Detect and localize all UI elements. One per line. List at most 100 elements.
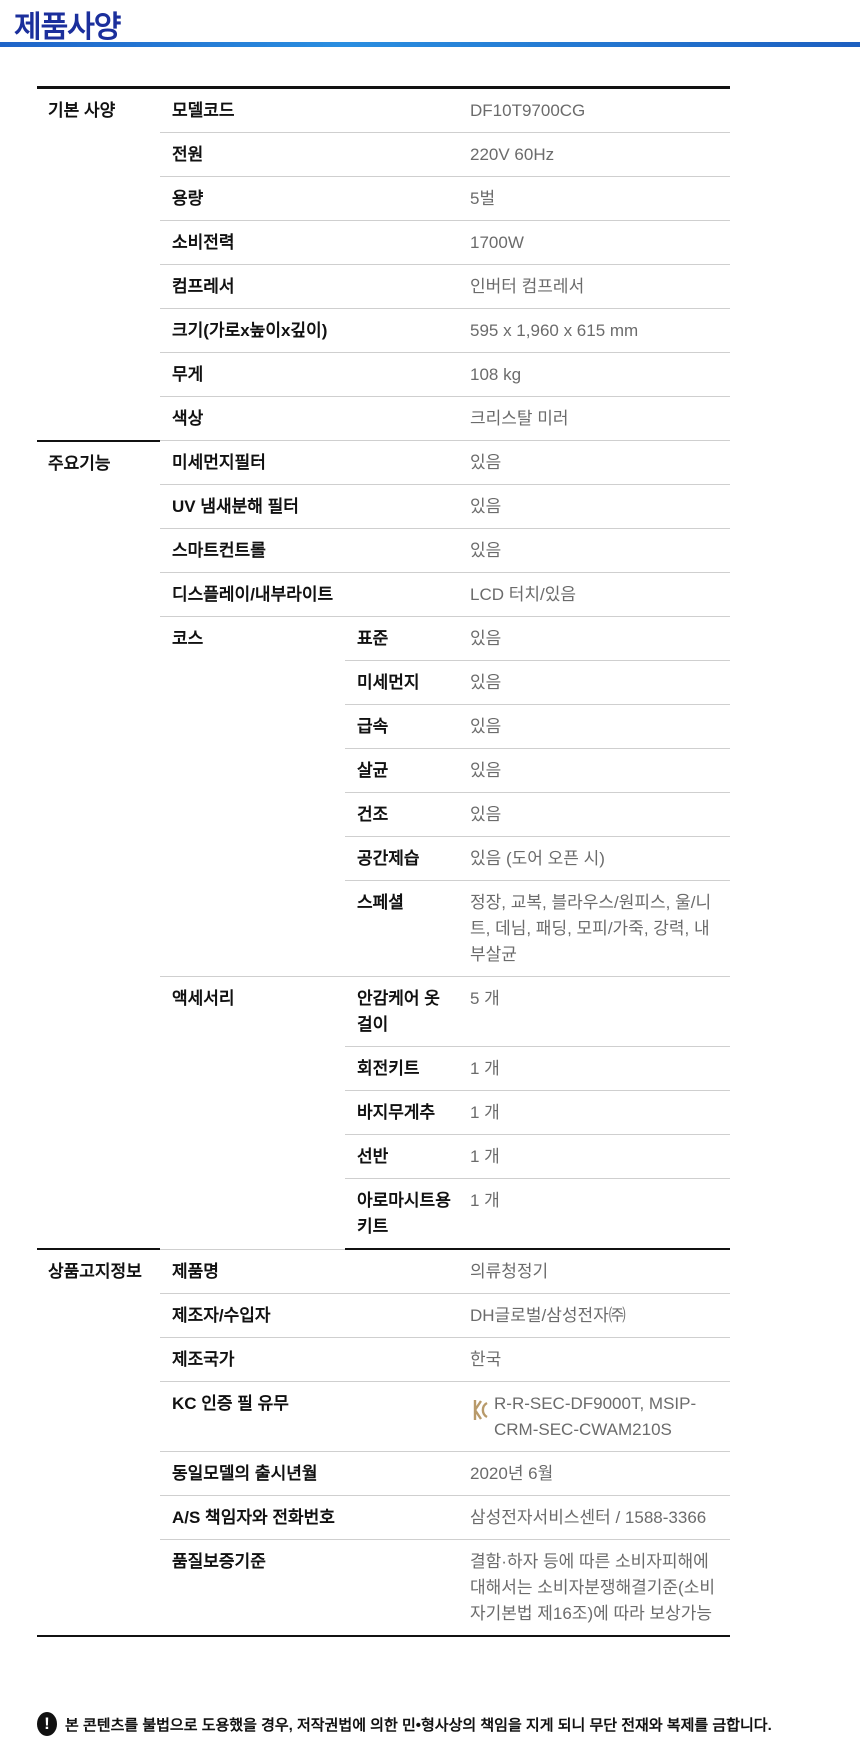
group-label-accessory: 액세서리 bbox=[160, 976, 345, 1250]
spec-value: 있음 bbox=[460, 792, 730, 837]
spec-value: 108 kg bbox=[460, 352, 730, 397]
section-label-notice: 상품고지정보 bbox=[37, 1249, 160, 1637]
table-row: 무게 108 kg bbox=[37, 352, 730, 397]
spec-value: 있음 (도어 오픈 시) bbox=[460, 836, 730, 881]
section-label-features: 주요기능 bbox=[37, 440, 160, 1250]
table-row: KC 인증 필 유무 R-R-SEC-DF9000T, MSIP-CRM-SEC-… bbox=[37, 1381, 730, 1452]
table-row: 건조 있음 bbox=[37, 792, 730, 837]
table-row: 미세먼지 있음 bbox=[37, 660, 730, 705]
spec-value: 있음 bbox=[460, 484, 730, 529]
group-label-course: 코스 bbox=[160, 616, 345, 977]
copyright-notice-text: 본 콘텐츠를 불법으로 도용했을 경우, 저작권법에 의한 민•형사상의 책임을… bbox=[65, 1716, 772, 1734]
table-row: 용량 5벌 bbox=[37, 176, 730, 221]
spec-table: 기본 사양 모델코드 DF10T9700CG 전원 220V 60Hz 용량 5벌 소비전력 1… bbox=[37, 86, 730, 1637]
spec-value: 정장, 교복, 블라우스/원피스, 울/니트, 데님, 패딩, 모피/가죽, 강… bbox=[460, 880, 730, 977]
table-row: 크기(가로x높이x깊이) 595 x 1,960 x 615 mm bbox=[37, 308, 730, 353]
table-row: 제조자/수입자 DH글로벌/삼성전자㈜ bbox=[37, 1293, 730, 1338]
spec-label: 용량 bbox=[160, 176, 460, 221]
spec-label: 제품명 bbox=[160, 1249, 460, 1294]
spec-value: 1 개 bbox=[460, 1178, 730, 1250]
spec-value: 크리스탈 미러 bbox=[460, 396, 730, 441]
kc-mark-icon bbox=[473, 1400, 488, 1420]
spec-sublabel: 회전키트 bbox=[345, 1046, 460, 1091]
table-row: 상품고지정보 제품명 의류청정기 bbox=[37, 1249, 730, 1637]
spec-value: 595 x 1,960 x 615 mm bbox=[460, 308, 730, 353]
spec-sublabel: 스페셜 bbox=[345, 880, 460, 977]
spec-value: 220V 60Hz bbox=[460, 132, 730, 177]
spec-label: 무게 bbox=[160, 352, 460, 397]
table-row: UV 냄새분해 필터 있음 bbox=[37, 484, 730, 529]
spec-value: 있음 bbox=[460, 616, 730, 661]
spec-label: 전원 bbox=[160, 132, 460, 177]
spec-sublabel: 아로마시트용 키트 bbox=[345, 1178, 460, 1250]
table-row: 제조국가 한국 bbox=[37, 1337, 730, 1382]
spec-value: 1 개 bbox=[460, 1046, 730, 1091]
table-row: 스마트컨트롤 있음 bbox=[37, 528, 730, 573]
spec-value: 1 개 bbox=[460, 1090, 730, 1135]
spec-sublabel: 급속 bbox=[345, 704, 460, 749]
copyright-notice: ! 본 콘텐츠를 불법으로 도용했을 경우, 저작권법에 의한 민•형사상의 책… bbox=[37, 1712, 772, 1736]
spec-value: 삼성전자서비스센터 / 1588-3366 bbox=[460, 1495, 730, 1540]
table-row: 동일모델의 출시년월 2020년 6월 bbox=[37, 1451, 730, 1496]
spec-value: 있음 bbox=[460, 528, 730, 573]
spec-sublabel: 선반 bbox=[345, 1134, 460, 1179]
spec-sublabel: 살균 bbox=[345, 748, 460, 793]
spec-label: 품질보증기준 bbox=[160, 1539, 460, 1637]
spec-label: 제조국가 bbox=[160, 1337, 460, 1382]
spec-value: LCD 터치/있음 bbox=[460, 572, 730, 617]
table-row: 코스 표준 있음 bbox=[37, 616, 730, 977]
page-title: 제품사양 bbox=[14, 11, 121, 44]
spec-value: 5벌 bbox=[460, 176, 730, 221]
section-label-basic: 기본 사양 bbox=[37, 87, 160, 442]
spec-label: 미세먼지필터 bbox=[160, 440, 460, 485]
table-row: 급속 있음 bbox=[37, 704, 730, 749]
table-row: 살균 있음 bbox=[37, 748, 730, 793]
spec-value: DF10T9700CG bbox=[460, 87, 730, 133]
spec-value-text: R-R-SEC-DF9000T, MSIP-CRM-SEC-CWAM210S bbox=[494, 1394, 697, 1439]
spec-value: 5 개 bbox=[460, 976, 730, 1047]
table-row: 전원 220V 60Hz bbox=[37, 132, 730, 177]
spec-label: 크기(가로x높이x깊이) bbox=[160, 308, 460, 353]
exclamation-icon: ! bbox=[37, 1712, 57, 1736]
table-row: 선반 1 개 bbox=[37, 1134, 730, 1179]
spec-value: 1 개 bbox=[460, 1134, 730, 1179]
table-row: 컴프레서 인버터 컴프레서 bbox=[37, 264, 730, 309]
spec-label: 모델코드 bbox=[160, 87, 460, 133]
title-divider bbox=[0, 42, 860, 47]
table-row: 회전키트 1 개 bbox=[37, 1046, 730, 1091]
spec-sublabel: 건조 bbox=[345, 792, 460, 837]
spec-label: 디스플레이/내부라이트 bbox=[160, 572, 460, 617]
spec-label: 색상 bbox=[160, 396, 460, 441]
spec-value: 결함·하자 등에 따른 소비자피해에 대해서는 소비자분쟁해결기준(소비자기본법… bbox=[460, 1539, 730, 1637]
spec-label: KC 인증 필 유무 bbox=[160, 1381, 460, 1452]
spec-value: 있음 bbox=[460, 748, 730, 793]
spec-sublabel: 안감케어 옷걸이 bbox=[345, 976, 460, 1047]
spec-value: 2020년 6월 bbox=[460, 1451, 730, 1496]
table-row: 품질보증기준 결함·하자 등에 따른 소비자피해에 대해서는 소비자분쟁해결기준(… bbox=[37, 1539, 730, 1637]
table-row: A/S 책임자와 전화번호 삼성전자서비스센터 / 1588-3366 bbox=[37, 1495, 730, 1540]
spec-value: 있음 bbox=[460, 704, 730, 749]
table-row: 기본 사양 모델코드 DF10T9700CG bbox=[37, 87, 730, 442]
spec-label: 소비전력 bbox=[160, 220, 460, 265]
spec-value: 의류청정기 bbox=[460, 1249, 730, 1294]
spec-sublabel: 표준 bbox=[345, 616, 460, 661]
spec-value: 있음 bbox=[460, 660, 730, 705]
spec-value: 있음 bbox=[460, 440, 730, 485]
table-row: 아로마시트용 키트 1 개 bbox=[37, 1178, 730, 1250]
spec-value: 인버터 컴프레서 bbox=[460, 264, 730, 309]
table-row: 디스플레이/내부라이트 LCD 터치/있음 bbox=[37, 572, 730, 617]
table-row: 스페셜 정장, 교복, 블라우스/원피스, 울/니트, 데님, 패딩, 모피/가죽… bbox=[37, 880, 730, 977]
spec-value: R-R-SEC-DF9000T, MSIP-CRM-SEC-CWAM210S bbox=[460, 1381, 730, 1452]
spec-label: 제조자/수입자 bbox=[160, 1293, 460, 1338]
table-row: 액세서리 안감케어 옷걸이 5 개 bbox=[37, 976, 730, 1250]
spec-sublabel: 미세먼지 bbox=[345, 660, 460, 705]
spec-sublabel: 공간제습 bbox=[345, 836, 460, 881]
table-row: 색상 크리스탈 미러 bbox=[37, 396, 730, 441]
spec-label: 컴프레서 bbox=[160, 264, 460, 309]
table-row: 공간제습 있음 (도어 오픈 시) bbox=[37, 836, 730, 881]
table-row: 바지무게추 1 개 bbox=[37, 1090, 730, 1135]
spec-sublabel: 바지무게추 bbox=[345, 1090, 460, 1135]
table-row: 소비전력 1700W bbox=[37, 220, 730, 265]
table-row: 주요기능 미세먼지필터 있음 bbox=[37, 440, 730, 1250]
spec-value: 1700W bbox=[460, 220, 730, 265]
